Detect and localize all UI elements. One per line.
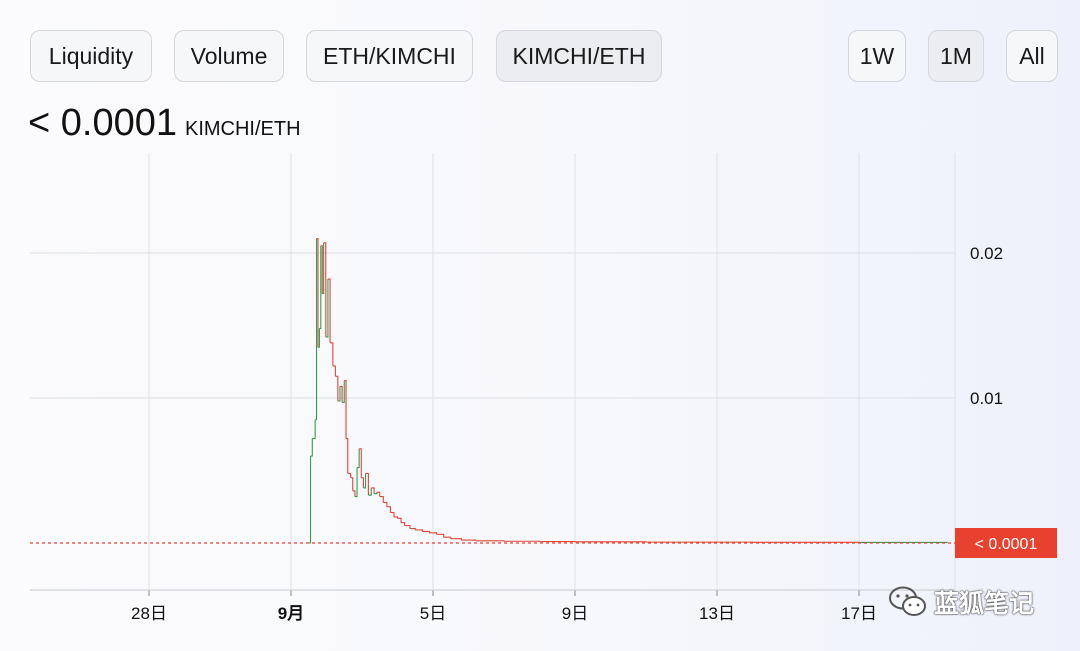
price-segment <box>327 278 331 343</box>
range-1m-button[interactable]: 1M <box>928 30 984 82</box>
price-segment <box>342 380 345 403</box>
price-segment <box>357 448 360 469</box>
price-segment <box>330 342 334 367</box>
current-price: < 0.0001 <box>28 102 177 144</box>
range-1w-button[interactable]: 1W <box>848 30 906 82</box>
price-segment <box>339 385 343 403</box>
price-segment <box>310 438 313 457</box>
chart-series <box>308 237 948 544</box>
price-segment <box>354 467 358 498</box>
price-segment <box>379 496 384 503</box>
chart-grid <box>30 153 955 590</box>
price-segment <box>344 380 347 439</box>
x-tick-label: 9月 <box>278 604 304 623</box>
chart-axes: 28日 9月 5日 9日 13日 17日 0.02 0.01 < 0.0001 <box>30 153 1057 623</box>
price-segment <box>337 386 341 402</box>
kimchi-eth-button[interactable]: KIMCHI/ETH <box>496 30 662 82</box>
price-header: < 0.0001 KIMCHI/ETH <box>28 102 301 145</box>
price-segment <box>450 538 462 541</box>
price-segment <box>350 477 354 491</box>
price-segment <box>319 245 322 329</box>
price-segment <box>315 238 318 421</box>
price-segment <box>368 487 372 496</box>
price-segment <box>312 419 316 440</box>
volume-button[interactable]: Volume <box>174 30 284 82</box>
price-segment <box>365 472 369 496</box>
price-segment <box>323 242 327 338</box>
price-segment <box>346 438 349 474</box>
y-tick-label: 0.02 <box>970 244 1003 263</box>
price-segment <box>443 536 452 539</box>
price-segment <box>317 328 320 348</box>
price-segment <box>361 477 364 488</box>
price-segment <box>415 529 423 532</box>
wechat-icon <box>889 586 926 616</box>
x-tick-label: 5日 <box>420 604 446 623</box>
price-segment <box>436 533 445 538</box>
price-segment <box>422 530 430 533</box>
price-segment <box>347 472 352 478</box>
price-segment <box>390 511 395 517</box>
price-segment <box>359 448 362 478</box>
price-segment <box>320 245 323 294</box>
price-segment <box>376 491 381 497</box>
current-price-badge-label: < 0.0001 <box>975 536 1038 553</box>
eth-kimchi-button[interactable]: ETH/KIMCHI <box>306 30 473 82</box>
watermark-text: 蓝狐笔记 <box>934 590 1035 618</box>
price-segment <box>386 506 391 513</box>
price-segment <box>409 527 416 530</box>
watermark: 蓝狐笔记 <box>888 584 1034 620</box>
x-tick-label: 13日 <box>699 604 735 623</box>
price-unit: KIMCHI/ETH <box>184 118 301 140</box>
x-tick-label: 9日 <box>562 604 588 623</box>
range-all-button[interactable]: All <box>1006 30 1058 82</box>
price-segment <box>322 242 325 295</box>
price-segment <box>316 237 319 348</box>
x-tick-label: 28日 <box>131 604 167 623</box>
price-segment <box>335 375 339 401</box>
liquidity-button[interactable]: Liquidity <box>30 30 152 82</box>
price-segment <box>461 539 477 541</box>
price-segment <box>397 517 402 523</box>
price-segment <box>363 473 367 489</box>
y-tick-label: 0.01 <box>970 389 1003 408</box>
price-segment <box>383 501 388 507</box>
price-segment <box>352 490 356 497</box>
price-segment <box>393 516 399 519</box>
x-tick-label: 17日 <box>841 604 877 623</box>
price-segment <box>371 487 375 494</box>
current-price-badge <box>955 528 1057 558</box>
price-segment <box>401 522 406 526</box>
price-segment <box>332 365 336 377</box>
price-segment <box>308 456 312 544</box>
price-segment <box>325 279 329 338</box>
price-segment <box>404 525 411 529</box>
